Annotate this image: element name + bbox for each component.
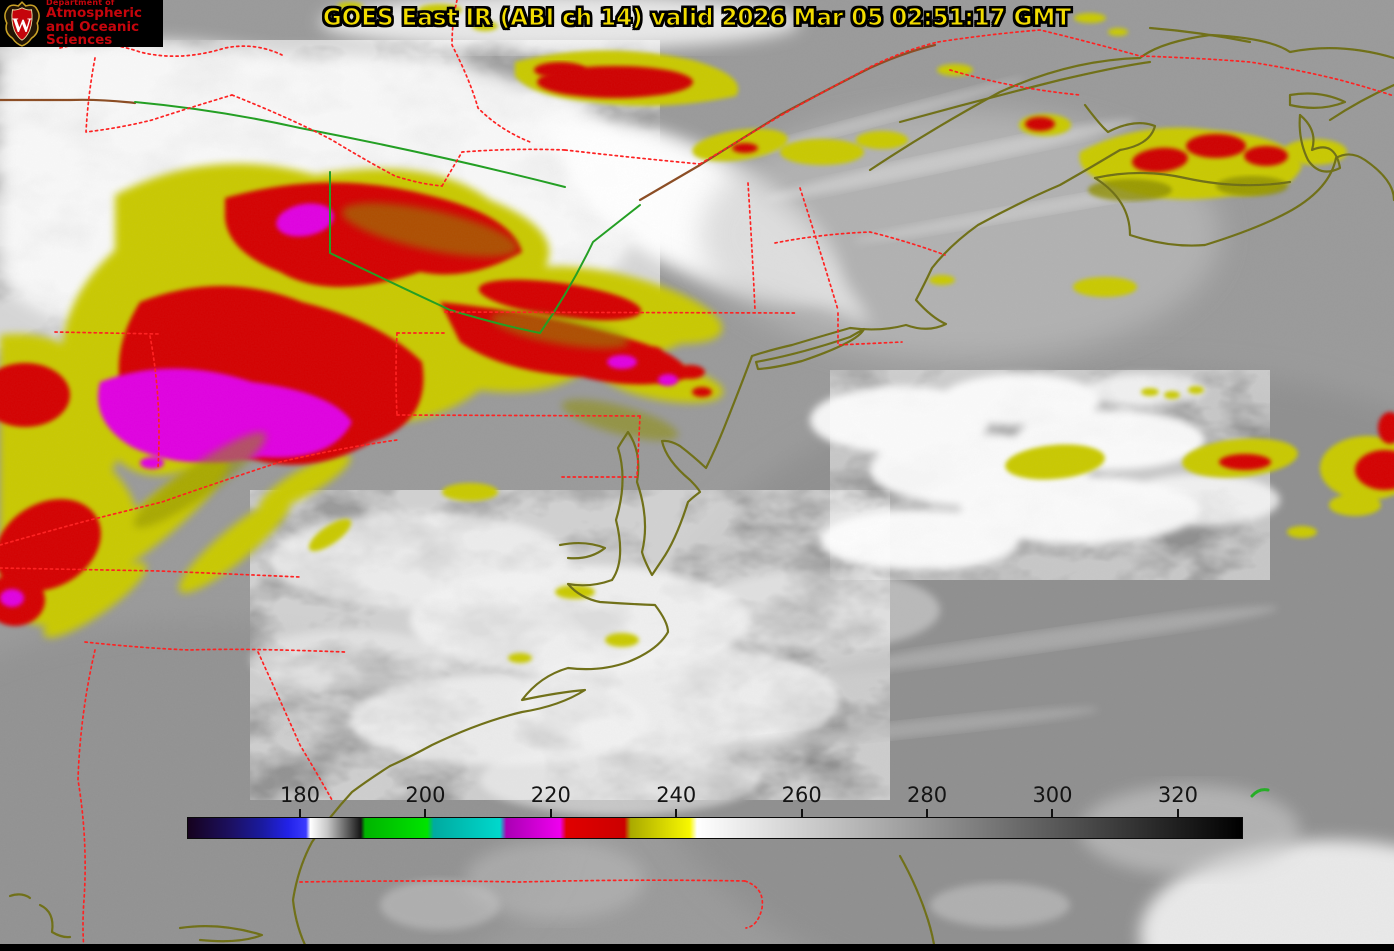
logo-name-line2: and Oceanic Sciences (46, 18, 140, 49)
svg-text:W: W (12, 14, 32, 36)
colorbar-label: 260 (781, 783, 822, 807)
colorbar-tick (424, 809, 427, 817)
bottom-black-strip (0, 944, 1394, 951)
colorbar-tick (1051, 809, 1054, 817)
colorbar-label: 300 (1032, 783, 1073, 807)
colorbar-tick (298, 809, 301, 817)
uw-crest-icon: W (4, 0, 40, 47)
temperature-colorbar: 180 200 220 240 260 280 300 320 (187, 783, 1243, 839)
colorbar-gradient (187, 817, 1243, 839)
aos-logo: W Department of Atmospheric and Oceanic … (0, 0, 163, 47)
colorbar-tick (675, 809, 678, 817)
colorbar-tick (926, 809, 929, 817)
colorbar-label: 240 (656, 783, 697, 807)
colorbar-label: 280 (906, 783, 948, 807)
colorbar-tick (549, 809, 552, 817)
logo-department-prefix: Department of (46, 0, 115, 7)
colorbar-label: 320 (1157, 783, 1198, 807)
colorbar-label: 180 (279, 783, 321, 807)
colorbar-label: 200 (405, 783, 446, 807)
colorbar-tick (1176, 809, 1179, 817)
colorbar-label: 220 (530, 783, 571, 807)
logo-name-line1: Atmospheric (46, 4, 142, 21)
colorbar-tick (800, 809, 803, 817)
